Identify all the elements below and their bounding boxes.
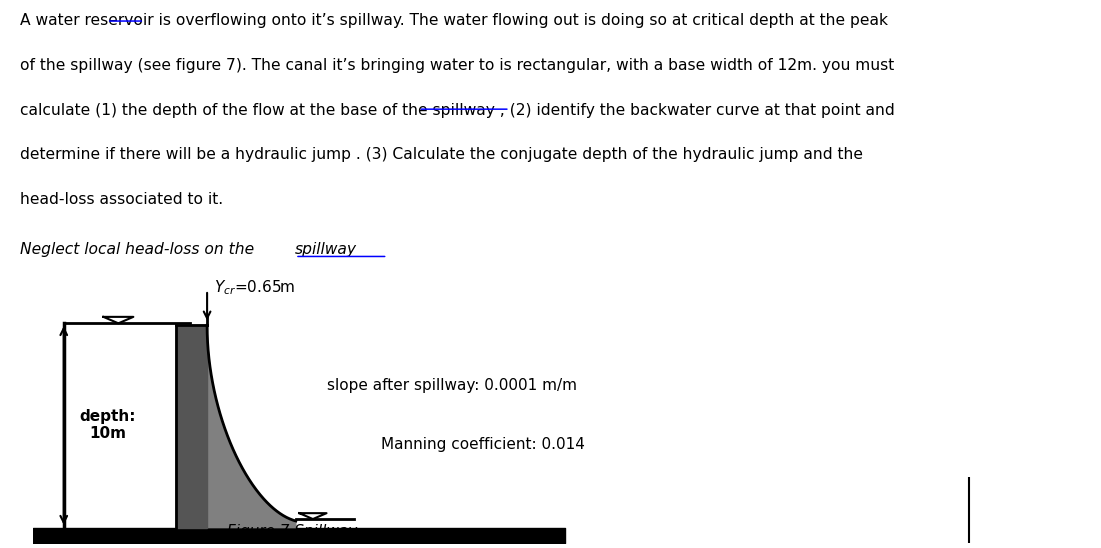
Text: Neglect local head-loss on the: Neglect local head-loss on the	[20, 242, 259, 257]
Text: Manning coefficient: 0.014: Manning coefficient: 0.014	[381, 437, 585, 452]
Text: A water reservoir is overflowing onto it’s spillway. The water flowing out is do: A water reservoir is overflowing onto it…	[20, 13, 887, 28]
Text: head-loss associated to it.: head-loss associated to it.	[20, 192, 222, 207]
Text: calculate (1) the depth of the flow at the base of the spillway , (2) identify t: calculate (1) the depth of the flow at t…	[20, 102, 895, 118]
Text: spillway: spillway	[295, 242, 357, 257]
Text: $Y_{cr}$=0.65m: $Y_{cr}$=0.65m	[214, 279, 295, 298]
Text: depth:
10m: depth: 10m	[80, 409, 137, 441]
Polygon shape	[176, 326, 207, 528]
Text: slope after spillway: 0.0001 m/m: slope after spillway: 0.0001 m/m	[327, 379, 577, 393]
Polygon shape	[176, 326, 296, 528]
Text: Figure 7 Spillway: Figure 7 Spillway	[227, 524, 358, 539]
Text: of the spillway (see figure 7). The canal it’s bringing water to is rectangular,: of the spillway (see figure 7). The cana…	[20, 58, 894, 73]
Text: determine if there will be a hydraulic jump . (3) Calculate the conjugate depth : determine if there will be a hydraulic j…	[20, 147, 863, 162]
